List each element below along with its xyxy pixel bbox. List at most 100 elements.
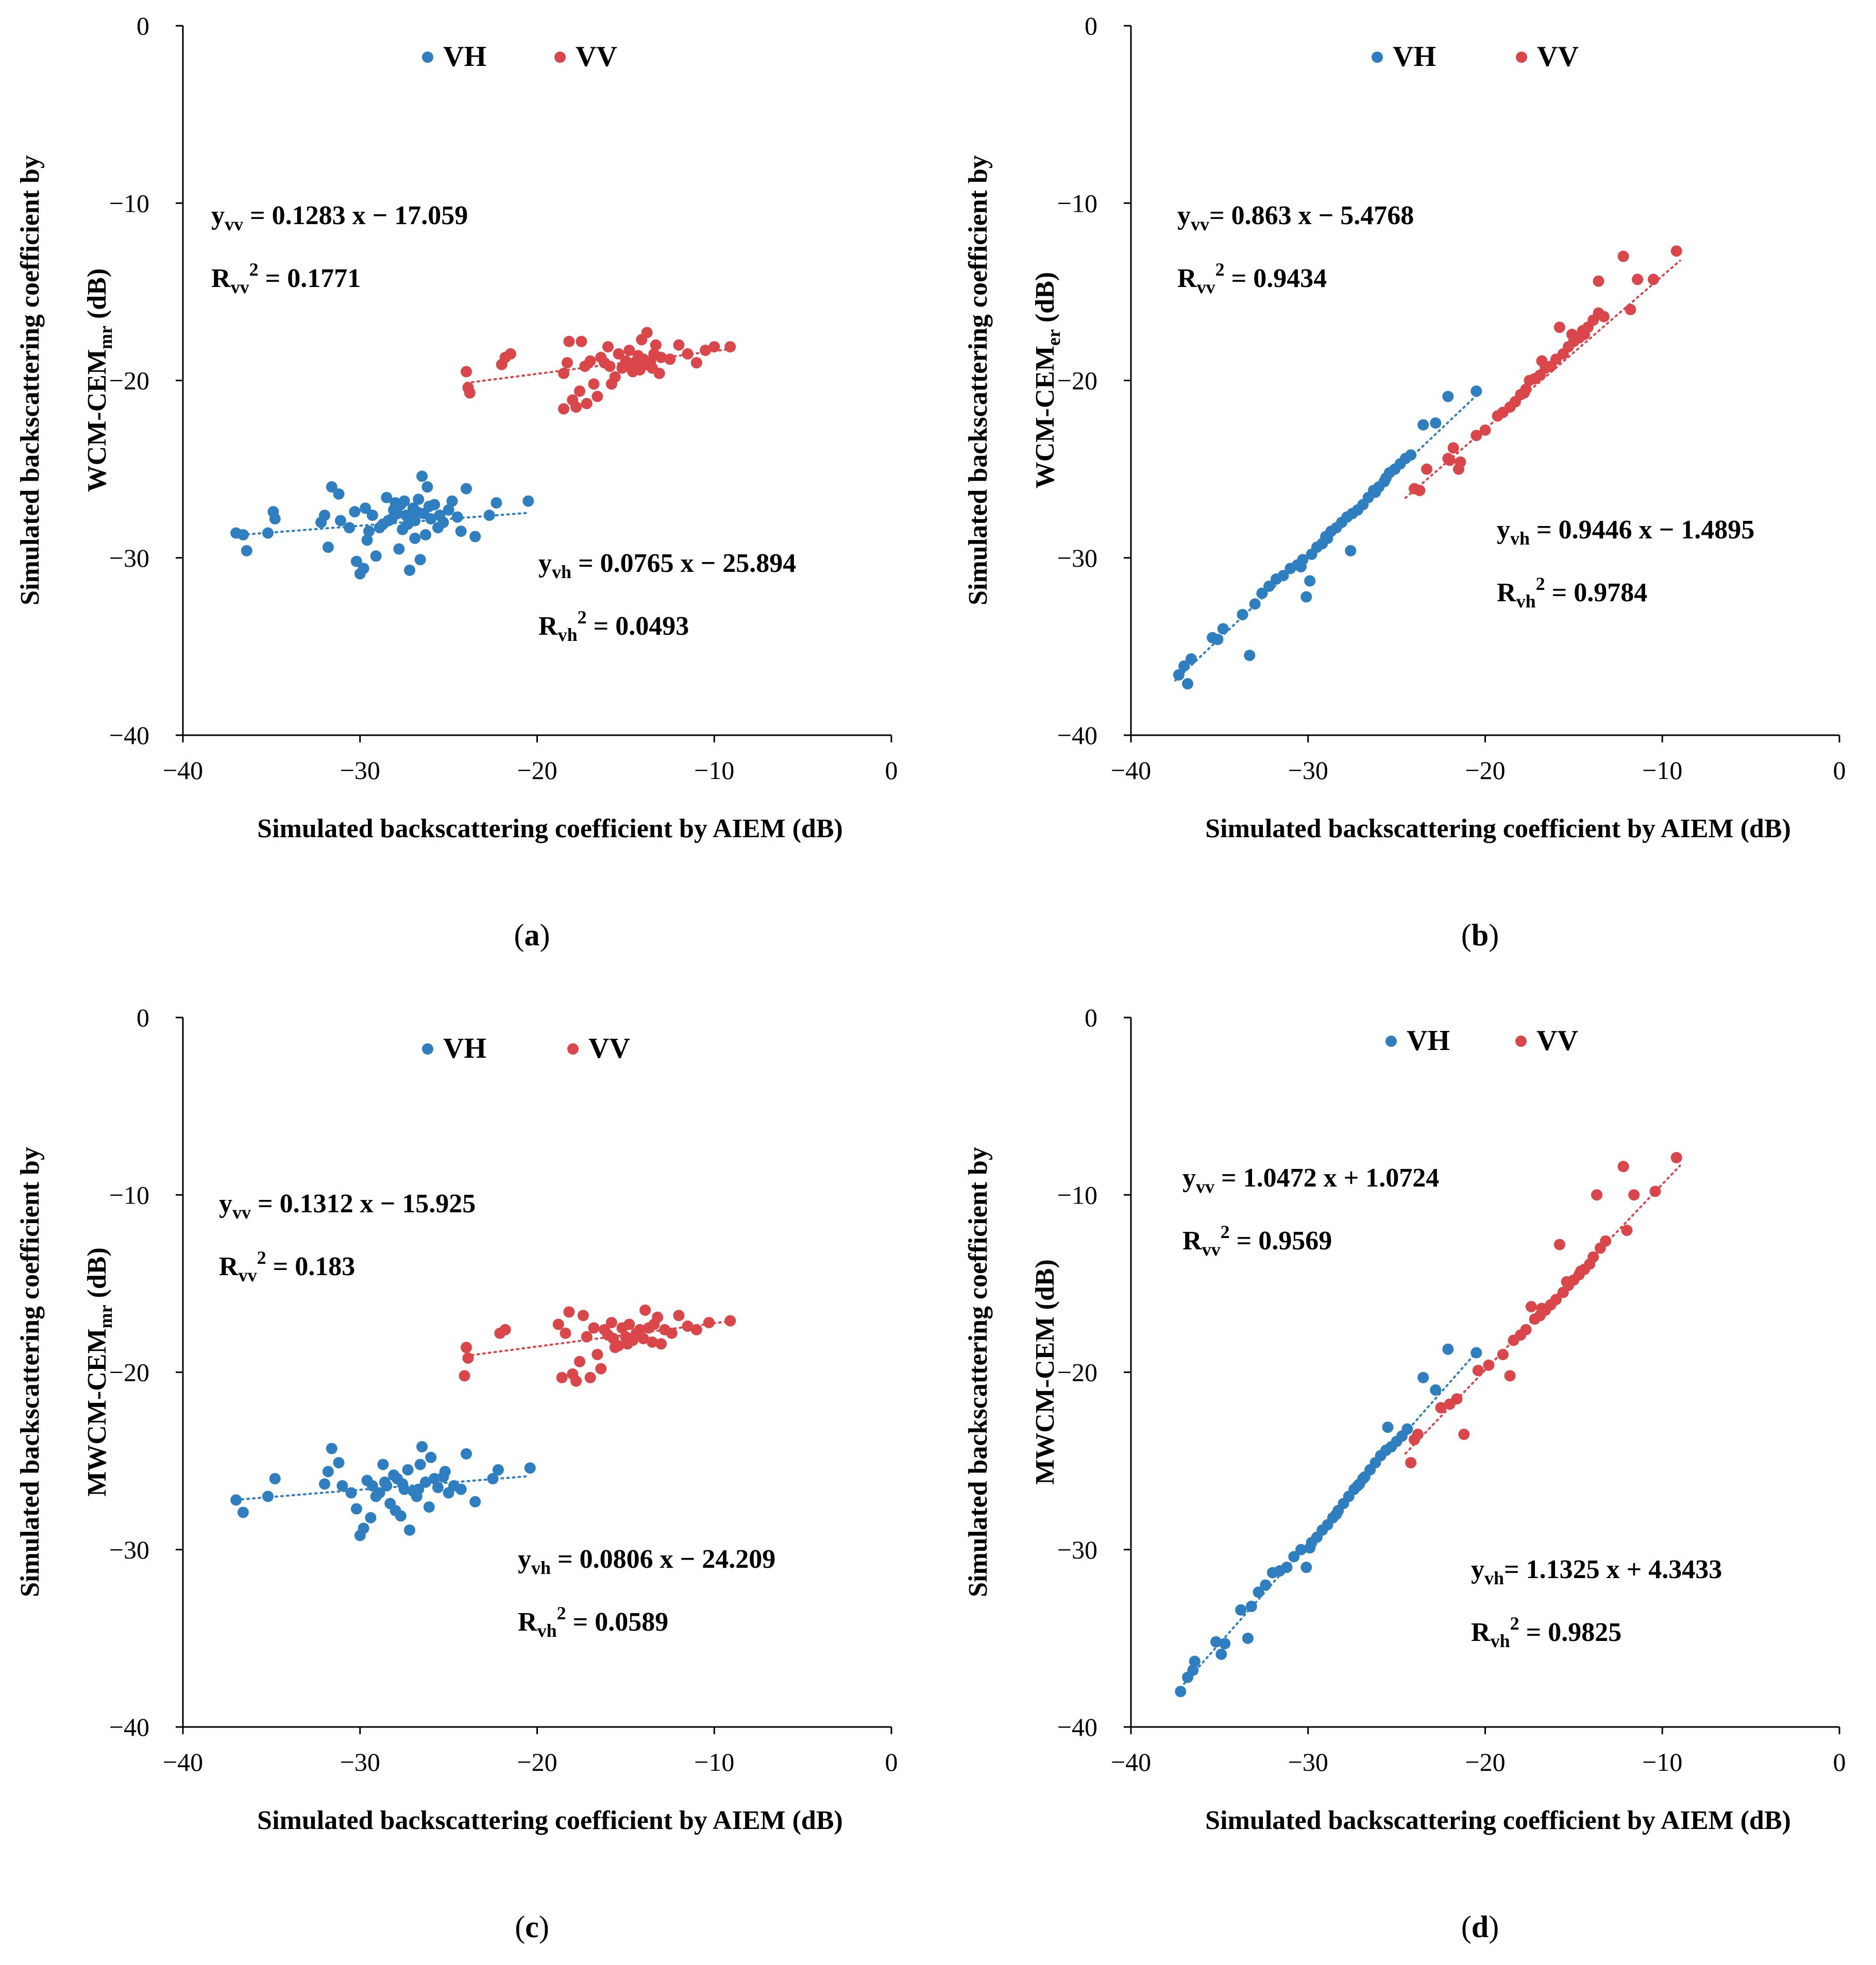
x-tick-label: −20: [1465, 1748, 1505, 1776]
data-point-vh: [1281, 1562, 1293, 1573]
panel-label: (a): [514, 918, 550, 952]
r-squared-superscript: 2: [257, 1247, 266, 1268]
data-point-vv: [581, 1331, 593, 1343]
r-squared-value: = 0.9784: [1545, 578, 1648, 607]
data-point-vv: [724, 1315, 736, 1327]
data-point-vh: [404, 564, 415, 576]
data-point-vh: [451, 511, 463, 523]
panel-label-close: ): [539, 1910, 549, 1944]
panel-label-letter: a: [525, 918, 540, 952]
data-point-vv: [1536, 355, 1548, 367]
y-axis-title-unit: (dB): [82, 268, 112, 326]
data-point-vv: [552, 1318, 564, 1330]
data-point-vv: [462, 1352, 474, 1364]
data-point-vh: [237, 529, 249, 540]
legend-label-vv: VV: [1536, 1025, 1578, 1057]
data-point-vh: [390, 1505, 401, 1517]
data-point-vh: [333, 488, 345, 500]
data-point-vv: [666, 1327, 678, 1339]
equation-y: y: [219, 1189, 232, 1218]
data-point-vh: [269, 513, 281, 525]
data-point-vh: [365, 1512, 377, 1523]
data-point-vv: [1536, 1302, 1548, 1314]
x-tick-label: 0: [1833, 756, 1846, 785]
equation-vv: yvv = 0.1312 x − 15.925: [219, 1189, 476, 1223]
equation-y: y: [211, 201, 225, 230]
data-point-vv: [584, 355, 596, 367]
y-axis-title-subscript: er: [1043, 329, 1064, 346]
y-axis-title-subscript: mr: [95, 326, 116, 349]
equation-vh: yvh= 1.1325 x + 4.3433: [1471, 1555, 1722, 1588]
x-axis-title: Simulated backscattering coefficient by …: [1205, 1806, 1791, 1835]
r-squared-vv: Rvv2 = 0.1771: [211, 259, 361, 297]
data-point-vh: [439, 1466, 451, 1478]
data-point-vv: [560, 1327, 571, 1339]
x-axis-title: Simulated backscattering coefficient by …: [1205, 814, 1791, 843]
equation-y: y: [1182, 1163, 1196, 1193]
data-point-vv: [570, 401, 582, 413]
x-tick-label: 0: [1833, 1748, 1846, 1776]
x-tick-label: −40: [1111, 756, 1151, 785]
y-tick-label: −20: [109, 1358, 149, 1387]
data-point-vv: [652, 1311, 664, 1323]
data-point-vh: [1260, 1579, 1272, 1591]
r-squared-symbol: R: [1497, 578, 1517, 607]
data-point-vh: [1235, 1604, 1247, 1616]
data-point-vh: [377, 1459, 389, 1470]
data-point-vv: [461, 1342, 472, 1353]
data-point-vv: [641, 327, 653, 338]
legend-label-vh: VH: [443, 1032, 486, 1064]
data-point-vh: [1370, 486, 1381, 498]
data-point-vh: [1288, 1551, 1300, 1563]
y-tick-label: 0: [1085, 11, 1097, 40]
y-tick-label: −40: [109, 721, 149, 750]
data-point-vh: [1417, 419, 1429, 431]
equation-y: y: [538, 549, 552, 578]
y-axis-title-line1: Simulated backscattering coefficient by: [964, 1147, 993, 1597]
data-point-vv: [591, 391, 603, 402]
data-point-vh: [349, 506, 361, 518]
data-point-vh: [345, 1487, 357, 1499]
data-point-vv: [1504, 1370, 1516, 1382]
data-point-vh: [334, 515, 346, 527]
y-axis-title-subscript: mr: [95, 1305, 116, 1328]
data-point-vh: [483, 510, 495, 521]
equation-rhs: = 1.0472 x + 1.0724: [1214, 1163, 1439, 1193]
data-point-vh: [370, 550, 382, 562]
r-squared-value: = 0.0589: [566, 1607, 669, 1637]
data-point-vh: [1300, 1562, 1312, 1573]
y-tick-label: −10: [109, 1180, 149, 1209]
data-point-vh: [1175, 1686, 1187, 1698]
equation-y: y: [1497, 515, 1510, 545]
x-tick-label: 0: [885, 1748, 898, 1776]
legend-marker-vv: [1515, 1036, 1527, 1047]
data-point-vv: [1414, 484, 1426, 496]
y-axis-title-line1: Simulated backscattering coefficient by: [15, 155, 45, 605]
data-point-vv: [673, 1310, 685, 1322]
data-point-vh: [524, 1462, 536, 1474]
data-point-vh: [1245, 1600, 1257, 1612]
data-point-vh: [1357, 1473, 1369, 1485]
data-point-vv: [504, 348, 516, 360]
r-squared-value: = 0.9434: [1225, 264, 1327, 293]
data-point-vh: [366, 510, 378, 521]
data-point-vh: [322, 541, 334, 553]
data-point-vh: [1185, 653, 1197, 665]
data-point-vh: [443, 504, 454, 516]
r-squared-superscript: 2: [1510, 1613, 1519, 1634]
equation-vh: yvh = 0.0806 x − 24.209: [518, 1545, 775, 1578]
x-axis-title: Simulated backscattering coefficient by …: [257, 1806, 843, 1835]
data-point-vv: [1587, 1251, 1599, 1263]
data-point-vv: [690, 357, 702, 369]
r-squared-vh: Rvh2 = 0.9784: [1497, 573, 1647, 612]
data-point-vh: [1210, 1636, 1222, 1648]
data-point-vh: [1405, 449, 1417, 461]
y-axis-title-line2: MWCM-CEMmr (dB): [82, 1247, 116, 1497]
panel-label-close: ): [1489, 918, 1499, 952]
data-point-vv: [1451, 1393, 1463, 1405]
r-squared-vh: Rvh2 = 0.0589: [518, 1603, 668, 1641]
data-point-vh: [455, 1483, 467, 1495]
equation-subscript: vv: [1196, 1176, 1214, 1197]
data-point-vh: [1304, 575, 1316, 587]
